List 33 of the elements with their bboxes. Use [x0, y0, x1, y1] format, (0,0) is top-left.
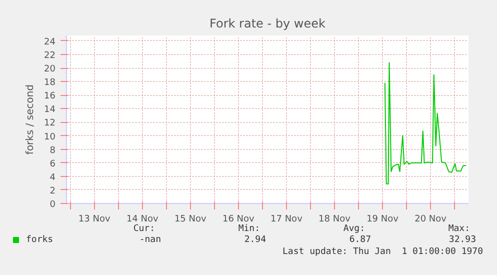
text: 32.93 — [448, 235, 476, 246]
x-tick-label: 20 Nov — [414, 214, 448, 224]
text: Cur: — [133, 224, 155, 235]
x-tick-label: 14 Nov — [126, 214, 159, 224]
x-tick-label: 18 Nov — [318, 214, 352, 224]
legend-label: forks — [26, 235, 54, 246]
x-tick-label: 13 Nov — [78, 214, 111, 224]
x-tick-label: 16 Nov — [222, 214, 256, 224]
y-tick-label: 0 — [50, 200, 56, 210]
x-tick-label: 19 Nov — [366, 214, 400, 224]
y-tick-label: 6 — [50, 159, 56, 170]
y-tick-label: 4 — [50, 172, 56, 183]
y-tick-label: 24 — [44, 37, 56, 48]
x-tick-label: 17 Nov — [270, 214, 304, 224]
y-tick-label: 8 — [50, 146, 56, 156]
y-tick-label: 22 — [44, 50, 56, 61]
x-tick-label: 15 Nov — [174, 214, 208, 224]
text: Avg: — [343, 224, 365, 235]
y-tick-label: 18 — [44, 78, 56, 88]
y-tick-label: 10 — [44, 132, 56, 142]
text: Last update: Thu Jan 1 01:00:00 1970 — [282, 247, 483, 258]
y-tick-label: 20 — [44, 64, 56, 75]
y-tick-label: 12 — [44, 118, 56, 129]
y-tick-label: 16 — [44, 92, 56, 102]
y-tick-label: 2 — [50, 186, 56, 196]
chart-title: Fork rate - by week — [210, 16, 326, 30]
y-axis-title: forks / second — [25, 84, 36, 155]
y-tick-label: 14 — [44, 105, 56, 116]
text: -nan — [139, 235, 161, 246]
text: Min: — [238, 224, 260, 235]
text: 2.94 — [244, 235, 266, 246]
text: 6.87 — [349, 235, 371, 246]
text: Max: — [448, 224, 470, 235]
